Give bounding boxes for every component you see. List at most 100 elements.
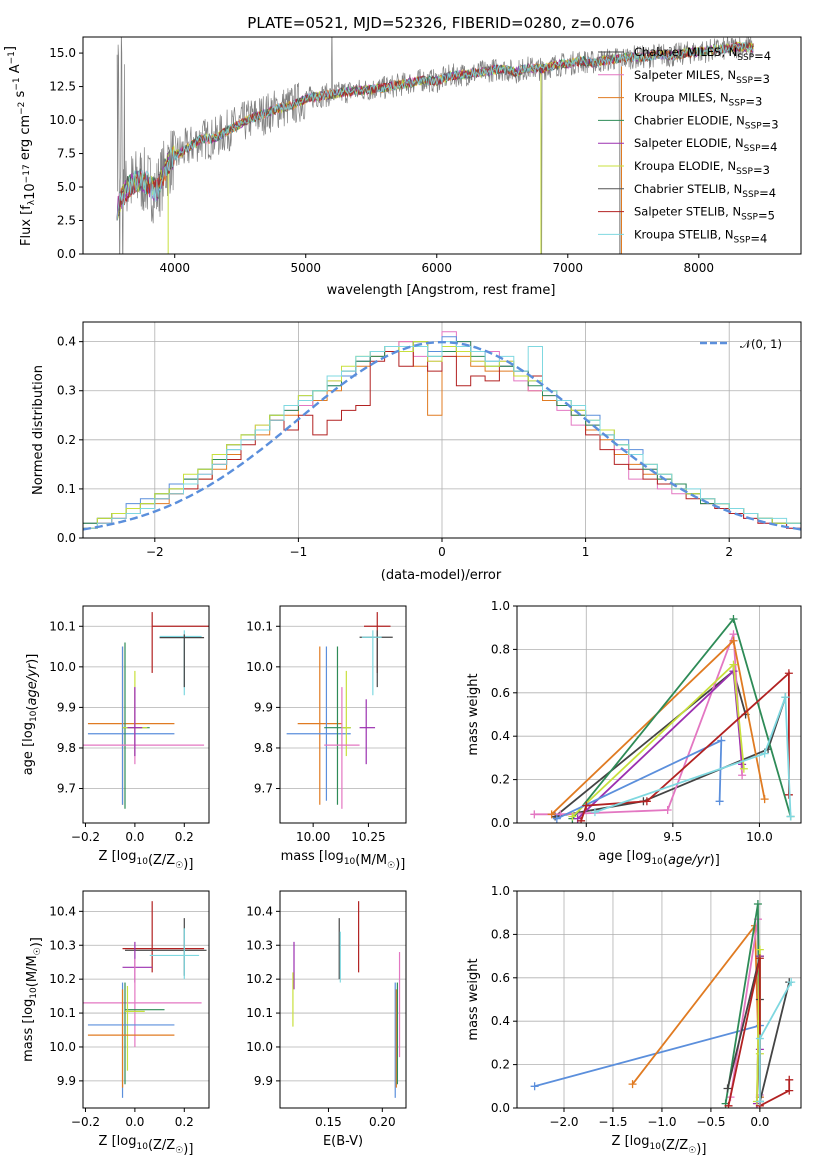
y-tick-label: 9.7 (57, 782, 76, 796)
y-tick-label: 10.2 (246, 972, 273, 986)
weight-marker (729, 636, 738, 645)
y-axis-label: mass weight (466, 958, 481, 1040)
label-fragment: age/yr (25, 662, 40, 705)
plot-area (83, 901, 209, 1098)
y-tick-label: 10.1 (49, 1006, 76, 1020)
x-tick-label: 0.15 (315, 1115, 342, 1129)
weight-marker (785, 1075, 794, 1084)
legend-entry: Chabrier ELODIE, NSSP=3 (634, 113, 779, 131)
legend-entry: Chabrier MILES, NSSP=4 (634, 45, 771, 63)
error-bar-point (159, 630, 202, 696)
weight-line (534, 1024, 761, 1098)
weight-marker (784, 669, 793, 678)
error-bar-point (286, 646, 351, 801)
y-tick-label: 2.5 (57, 214, 76, 228)
label-fragment: )] (395, 857, 405, 872)
label-fragment: ] (3, 46, 18, 51)
label-fragment: age [log (21, 722, 36, 775)
label-fragment: mass [log (281, 849, 344, 864)
legend-entry: Chabrier STELIB, NSSP=4 (634, 182, 776, 200)
x-tick-label: 0.0 (125, 830, 144, 844)
label-fragment: −1 (12, 77, 22, 90)
y-tick-label: 0.0 (491, 1101, 510, 1115)
mass-vs-z-axes: −0.2 0.0 0.29.910.010.110.210.310.4Z [log1… (21, 890, 210, 1157)
weight-marker (785, 1086, 794, 1095)
label-fragment: SSP (737, 53, 754, 63)
weight-marker (723, 1084, 732, 1093)
error-bar-point (361, 630, 382, 696)
label-fragment: =4 (761, 140, 778, 154)
y-tick-label: 10.0 (49, 660, 76, 674)
weight-marker (717, 736, 726, 745)
y-axis-label: Flux [fλ10−17 erg cm−2 s−1 A−1] (3, 46, 38, 246)
y-tick-label: 9.9 (57, 1074, 76, 1088)
weight-line (594, 696, 792, 817)
weight-marker (760, 795, 769, 804)
error-bar-point (83, 687, 205, 765)
axes-frame (279, 890, 407, 1109)
plot-area (116, 37, 755, 254)
x-tick-label: 9.0 (577, 830, 596, 844)
legend-entry: Salpeter ELODIE, NSSP=4 (634, 136, 777, 154)
label-fragment: )] (183, 1142, 193, 1157)
error-bar-point (127, 687, 143, 757)
error-bar-point (341, 670, 351, 757)
y-axis-label: mass [log10(M/M☉)] (21, 937, 44, 1062)
weight-line (550, 638, 766, 815)
weight-marker (755, 1097, 764, 1106)
chart-title: PLATE=0521, MJD=52326, FIBERID=0280, z=0… (247, 14, 634, 32)
weight-marker (753, 900, 762, 909)
x-tick-label: 7000 (553, 261, 584, 275)
label-fragment: =3 (762, 117, 779, 131)
label-fragment: ☉ (175, 861, 183, 871)
label-fragment: 10 (136, 1142, 148, 1152)
weight-marker (781, 693, 790, 702)
weight-marker (663, 805, 672, 814)
weight-marker (568, 812, 577, 821)
label-fragment: Chabrier MILES, N (634, 45, 737, 59)
weight-marker (552, 814, 561, 823)
weight-marker (755, 954, 764, 963)
y-tick-label: 10.1 (246, 619, 273, 633)
label-fragment: erg cm (18, 115, 33, 164)
legend-entry: Kroupa STELIB, NSSP=4 (634, 227, 767, 245)
weight-marker (786, 812, 795, 821)
y-tick-label: 0.8 (491, 642, 510, 656)
error-bar-point (122, 642, 150, 809)
weight-marker (530, 810, 539, 819)
age-vs-mass-axes: 10.00 10.25 9.7 9.8 9.9 10.0 10.1 mass [log10(M… (246, 605, 407, 872)
age-vs-z-axes: −0.2 0.0 0.29.79.89.910.010.1Z [log10(Z/Z☉… (21, 605, 210, 872)
x-tick-label: 10.00 (296, 830, 330, 844)
error-bar-point (125, 985, 145, 1071)
y-tick-label: 10.4 (246, 904, 273, 918)
plot-area (280, 612, 406, 809)
label-fragment: =3 (753, 163, 770, 177)
y-axis-label: Normed distribution (31, 365, 46, 495)
label-fragment: =3 (745, 95, 762, 109)
label-fragment: (M/M (25, 955, 40, 987)
legend-entry: Kroupa MILES, NSSP=3 (634, 91, 762, 109)
axes-frame (516, 605, 802, 824)
label-fragment: )] (710, 853, 720, 868)
error-bar-point (124, 982, 165, 1085)
label-fragment: =4 (759, 186, 776, 200)
label-fragment: −17 (22, 164, 32, 183)
label-fragment: (Z/Z (148, 853, 175, 868)
x-axis-label: (data-model)/error (381, 568, 502, 583)
y-tick-label: 0.8 (491, 927, 510, 941)
x-tick-label: 4000 (159, 261, 190, 275)
y-tick-label: 10.0 (49, 1040, 76, 1054)
label-fragment: λ (27, 199, 37, 205)
x-tick-label: −0.2 (71, 830, 100, 844)
label-fragment: A (8, 64, 23, 77)
x-axis-label: age [log10(age/yr)] (598, 849, 720, 868)
legend-entry: Salpeter STELIB, NSSP=5 (634, 205, 775, 223)
label-fragment: ☉ (33, 947, 43, 955)
y-tick-label: 0.4 (57, 335, 76, 349)
plot-area (83, 322, 801, 538)
label-fragment: 10 (29, 987, 39, 999)
label-fragment: ( (663, 853, 668, 868)
label-fragment: ☉ (175, 1146, 183, 1156)
error-bar-point (122, 901, 205, 973)
